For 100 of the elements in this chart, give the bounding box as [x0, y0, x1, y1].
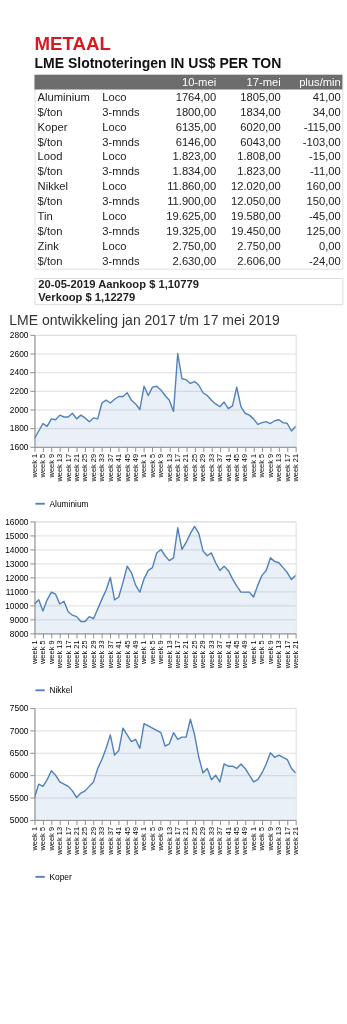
x-tick-label: week 41: [114, 453, 124, 483]
x-tick-label: week 21: [291, 826, 301, 856]
x-tick-label: week 45: [232, 640, 242, 670]
text: -103,00: [302, 135, 341, 148]
text: 1800,00: [175, 105, 217, 118]
x-tick-label: week 1: [139, 453, 149, 479]
text: 3-mnds: [102, 254, 140, 267]
x-tick-label: week 13: [164, 640, 174, 670]
y-tick-label: 9000: [9, 614, 29, 625]
text: Zink: [37, 240, 60, 253]
y-tick-label: 10000: [5, 600, 29, 611]
category-label: 17-mei: [246, 75, 281, 88]
x-tick-label: week 17: [282, 453, 292, 483]
y-tick-label: 6500: [9, 748, 29, 759]
x-tick-label: week 21: [71, 453, 81, 483]
text: 1.823,00: [172, 150, 217, 163]
x-tick-label: week 33: [206, 826, 216, 856]
text: 150,00: [306, 195, 341, 208]
x-tick-label: week 5: [257, 453, 267, 479]
text: Nikkel: [37, 180, 69, 193]
x-tick-label: week 45: [232, 826, 242, 856]
text: 19.325,00: [166, 225, 217, 238]
x-tick-label: week 49: [240, 640, 250, 670]
x-tick-label: week 17: [63, 453, 73, 483]
y-tick-label: 1800: [9, 423, 29, 434]
x-tick-label: week 5: [38, 826, 48, 852]
x-tick-label: week 17: [63, 640, 73, 670]
text: 2.606,00: [237, 254, 281, 267]
x-tick-label: week 37: [215, 453, 225, 483]
text: Loco: [102, 180, 127, 193]
x-tick-label: week 37: [105, 826, 115, 856]
x-tick-label: week 21: [291, 640, 301, 670]
y-tick-label: 2600: [9, 348, 29, 359]
y-tick-label: 15000: [5, 530, 29, 541]
x-tick-label: week 5: [147, 453, 157, 479]
x-tick-label: week 41: [223, 826, 233, 856]
x-tick-label: week 21: [181, 640, 191, 670]
x-tick-label: week 1: [248, 826, 258, 852]
x-tick-label: week 13: [55, 453, 65, 483]
text: 2.750,00: [237, 240, 281, 253]
text: 19.450,00: [230, 225, 281, 238]
text: $/ton: [37, 135, 63, 148]
x-tick-label: week 13: [55, 826, 65, 856]
text: $/ton: [37, 195, 63, 208]
x-tick-label: week 5: [257, 640, 267, 666]
x-tick-label: week 17: [173, 453, 183, 483]
y-tick-label: 6000: [9, 770, 29, 781]
text: 12.020,00: [230, 180, 281, 193]
x-tick-label: week 49: [130, 640, 140, 670]
text: Verkoop $ 1,12279: [38, 291, 136, 304]
text: 1805,00: [240, 90, 281, 103]
text: 2.750,00: [172, 240, 217, 253]
text: 3-mnds: [102, 165, 140, 178]
y-tick-label: 2200: [9, 386, 29, 397]
x-tick-label: week 1: [139, 640, 149, 666]
x-tick-label: week 29: [88, 826, 98, 856]
text: 6135,00: [175, 120, 217, 133]
text: $/ton: [37, 105, 63, 118]
text: 6043,00: [240, 135, 281, 148]
text: 19.625,00: [166, 210, 217, 223]
text: 2.630,00: [172, 254, 217, 267]
text: METAAL: [34, 33, 111, 55]
text: 1.808,00: [237, 150, 281, 163]
x-tick-label: week 5: [38, 453, 48, 479]
x-tick-label: week 9: [156, 826, 166, 852]
x-tick-label: week 29: [198, 826, 208, 856]
text: 20-05-2019 Aankoop $ 1,10779: [38, 278, 199, 291]
text: 3-mnds: [102, 135, 140, 148]
y-tick-label: 5500: [9, 792, 29, 803]
text: Loco: [102, 90, 127, 103]
x-tick-label: week 45: [122, 826, 132, 856]
x-tick-label: week 5: [147, 640, 157, 666]
x-tick-label: week 45: [232, 453, 242, 483]
x-tick-label: week 29: [88, 640, 98, 670]
x-tick-label: week 17: [63, 826, 73, 856]
text: 125,00: [306, 225, 341, 238]
y-tick-label: 7500: [9, 703, 29, 714]
text: Loco: [102, 120, 127, 133]
x-tick-label: week 9: [156, 640, 166, 666]
text: 34,00: [312, 105, 341, 118]
text: $/ton: [37, 165, 63, 178]
x-tick-label: week 5: [38, 640, 48, 666]
x-tick-label: week 1: [29, 826, 39, 852]
x-tick-label: week 25: [189, 826, 199, 856]
x-tick-label: week 1: [29, 640, 39, 666]
text: 160,00: [306, 180, 341, 193]
text: 11.860,00: [167, 180, 217, 193]
x-tick-label: week 49: [240, 826, 250, 856]
text: 6146,00: [175, 135, 217, 148]
x-tick-label: week 13: [274, 640, 284, 670]
legend-label: Koper: [49, 871, 72, 882]
x-tick-label: week 41: [223, 453, 233, 483]
text: 1834,00: [240, 105, 281, 118]
text: Tin: [37, 210, 53, 223]
x-tick-label: week 37: [215, 826, 225, 856]
text: $/ton: [37, 254, 63, 267]
x-tick-label: week 33: [97, 640, 107, 670]
text: Aluminium: [37, 90, 90, 103]
y-tick-label: 2000: [9, 404, 29, 415]
x-tick-label: week 33: [206, 640, 216, 670]
